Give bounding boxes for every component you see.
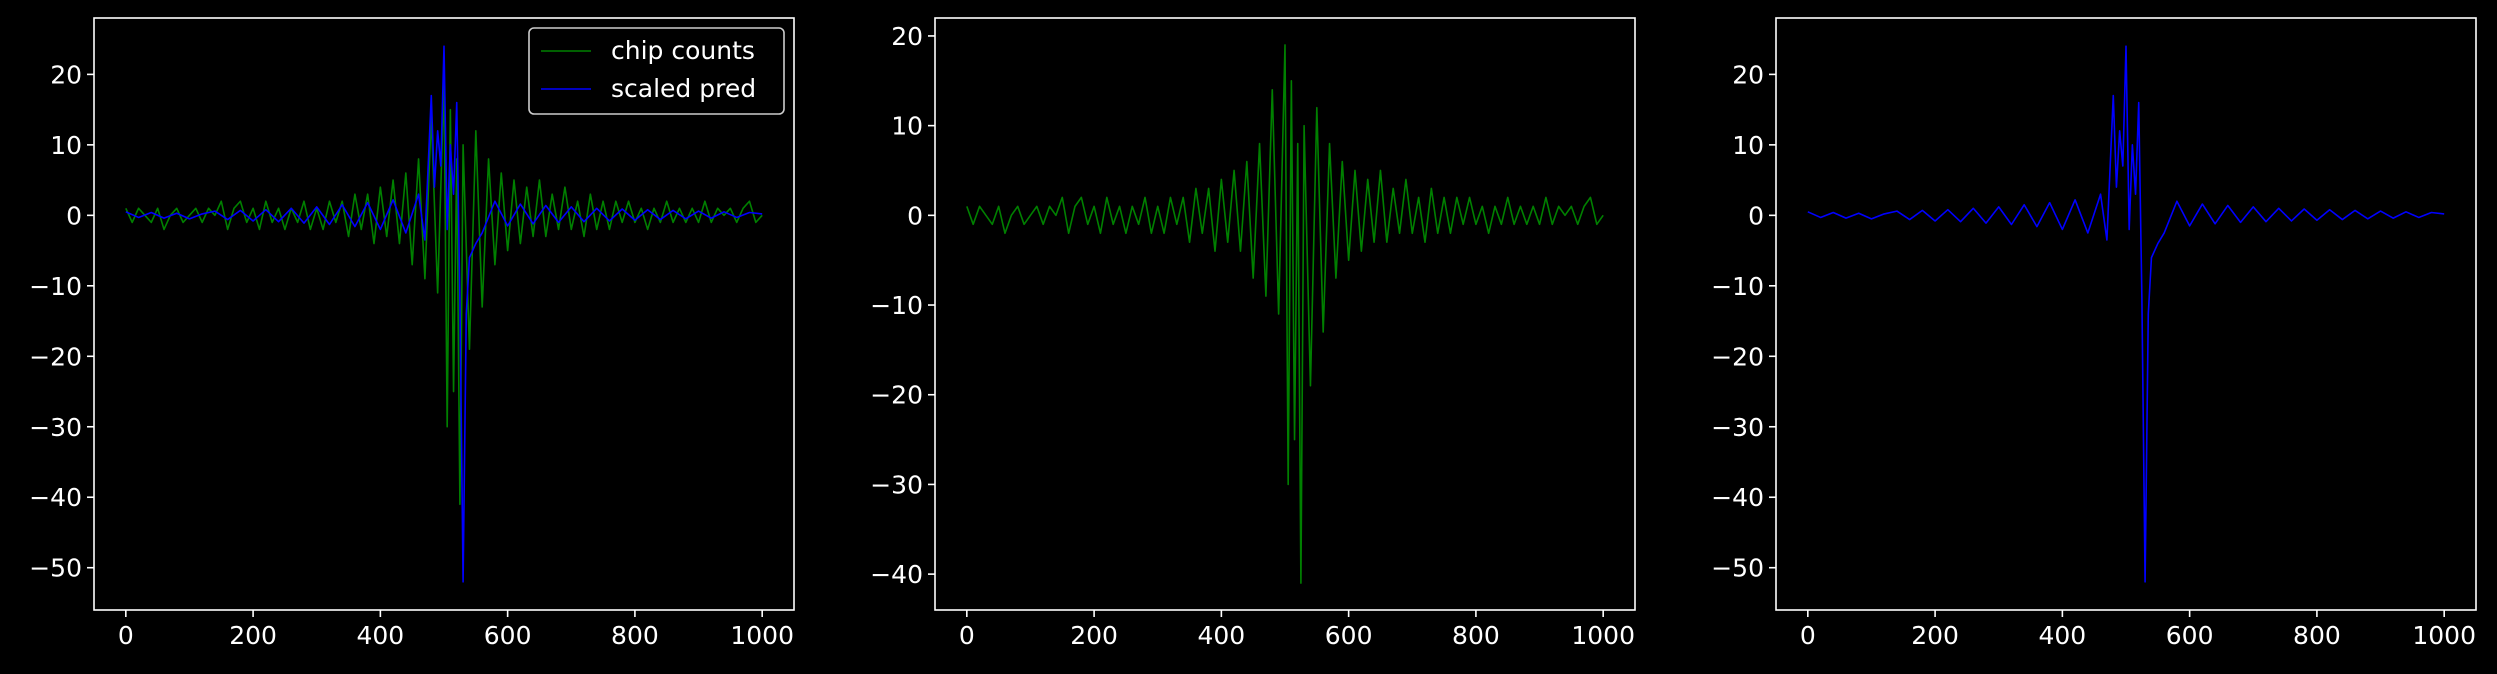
x-tick-label: 0 xyxy=(959,621,975,650)
x-tick-label: 600 xyxy=(2166,621,2214,650)
y-tick-label: −10 xyxy=(29,272,82,301)
y-tick-label: −40 xyxy=(870,560,923,589)
y-tick-label: 10 xyxy=(50,131,82,160)
x-tick-label: 400 xyxy=(1198,621,1246,650)
y-tick-label: 10 xyxy=(891,112,923,141)
y-tick-label: 20 xyxy=(891,22,923,51)
x-tick-label: 400 xyxy=(357,621,405,650)
x-tick-label: 200 xyxy=(1070,621,1118,650)
series-line-chip-counts xyxy=(966,44,1604,584)
x-tick-label: 1000 xyxy=(2412,621,2476,650)
x-tick-label: 200 xyxy=(229,621,277,650)
series-line-scaled-pred xyxy=(1807,45,2445,583)
x-tick-label: 600 xyxy=(484,621,532,650)
legend-label-scaled-pred: scaled pred xyxy=(611,74,756,103)
y-tick-label: −50 xyxy=(29,554,82,583)
y-tick-label: 10 xyxy=(1732,131,1764,160)
x-tick-label: 800 xyxy=(611,621,659,650)
x-tick-label: 800 xyxy=(1452,621,1500,650)
chart-panel-1: 0 200 400 600 800 1000 20 10 0 −10 −20 −30 −40 −50 chi… xyxy=(29,17,795,650)
y-tick-label: −40 xyxy=(1711,483,1764,512)
y-tick-label: 0 xyxy=(907,201,923,230)
y-tick-label: 0 xyxy=(66,201,82,230)
x-tick-label: 1000 xyxy=(1571,621,1635,650)
plot-frame xyxy=(1775,17,2477,611)
x-tick-label: 1000 xyxy=(730,621,794,650)
series-line-chip-counts xyxy=(125,80,763,506)
x-tick-label: 400 xyxy=(2039,621,2087,650)
chart-panel-2: 0 200 400 600 800 1000 20 10 0 −10 −20 −30 −40 xyxy=(870,17,1636,650)
y-tick-label: −20 xyxy=(870,381,923,410)
y-tick-label: −20 xyxy=(1711,342,1764,371)
y-tick-label: 20 xyxy=(50,60,82,89)
y-tick-label: −30 xyxy=(29,413,82,442)
legend: chip counts scaled pred xyxy=(528,27,785,115)
plot-frame xyxy=(934,17,1636,611)
series-group xyxy=(125,45,763,583)
x-tick-label: 600 xyxy=(1325,621,1373,650)
series-line-scaled-pred xyxy=(125,45,763,583)
y-tick-label: −40 xyxy=(29,483,82,512)
x-tick-label: 800 xyxy=(2293,621,2341,650)
y-tick-label: −10 xyxy=(870,291,923,320)
x-tick-label: 0 xyxy=(118,621,134,650)
y-tick-label: −30 xyxy=(870,470,923,499)
y-tick-label: 20 xyxy=(1732,60,1764,89)
series-group xyxy=(1807,45,2445,583)
y-tick-label: −30 xyxy=(1711,413,1764,442)
y-tick-label: −10 xyxy=(1711,272,1764,301)
x-tick-label: 0 xyxy=(1800,621,1816,650)
y-tick-label: 0 xyxy=(1748,201,1764,230)
legend-label-chip-counts: chip counts xyxy=(611,36,755,65)
x-tick-label: 200 xyxy=(1911,621,1959,650)
legend-box xyxy=(528,27,785,115)
y-tick-label: −20 xyxy=(29,342,82,371)
chart-panel-3: 0 200 400 600 800 1000 20 10 0 −10 −20 −30 −40 −50 xyxy=(1711,17,2477,650)
series-group xyxy=(966,44,1604,584)
y-tick-label: −50 xyxy=(1711,554,1764,583)
plot-frame xyxy=(93,17,795,611)
